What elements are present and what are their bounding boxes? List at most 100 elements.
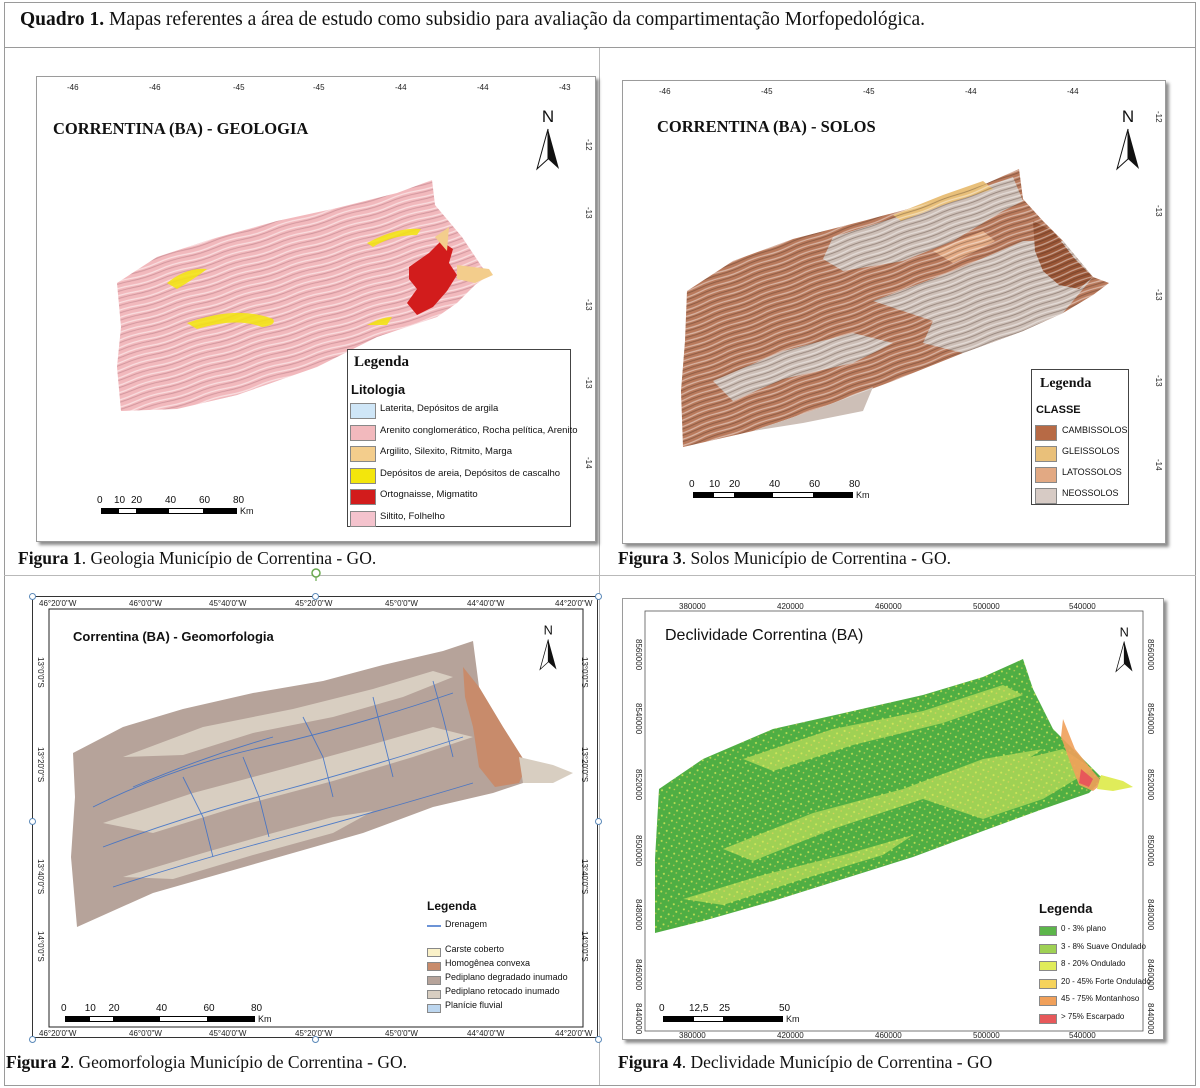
legend-label: Ortognaisse, Migmatito <box>380 489 478 500</box>
scale-bar: 0 12,5 25 50 Km <box>659 1003 823 1027</box>
legend-label: Homogênea convexa <box>445 958 531 968</box>
drainage-legend-item: Drenagem <box>427 919 577 933</box>
geomorfologia-map-graphic <box>48 608 584 1028</box>
coordinate-label: 13°40'0"S <box>580 859 589 895</box>
legend-swatch <box>1035 467 1057 483</box>
legend-label: Pediplano degradado inumado <box>445 972 568 982</box>
legend-item: Argilito, Silexito, Ritmito, Marga <box>348 443 570 465</box>
legend-item: Pediplano degradado inumado <box>419 972 579 987</box>
selection-handle[interactable] <box>29 593 36 600</box>
figure-3-caption: Figura 3. Solos Município de Correntina … <box>618 548 951 568</box>
coordinate-label: 13°20'0"S <box>580 747 589 783</box>
legend-title: Legenda <box>1040 376 1092 391</box>
legend-label: 8 - 20% Ondulado <box>1061 959 1126 968</box>
legend-label: Depósitos de areia, Depósitos de cascalh… <box>380 467 561 479</box>
selection-handle[interactable] <box>29 1036 36 1043</box>
north-arrow-icon <box>1116 128 1139 171</box>
scale-label: 25 <box>719 1003 731 1014</box>
coordinate-label: 13°0'0"S <box>36 657 45 688</box>
legend-label: 3 - 8% Suave Ondulado <box>1061 941 1146 951</box>
scale-label: 0 <box>61 1003 67 1014</box>
legend-item: NEOSSOLOS <box>1032 485 1128 506</box>
scale-segment <box>160 1017 207 1021</box>
legend: Legenda 0 - 3% plano 3 - 8% Suave Ondulad… <box>1033 899 1153 1029</box>
legend-label: Carste coberto <box>445 944 505 954</box>
legend-swatch <box>350 424 376 441</box>
legend-item: 8 - 20% Ondulado <box>1033 958 1153 976</box>
scale-label: 50 <box>779 1003 791 1014</box>
scale-segment <box>102 509 119 513</box>
scale-segment <box>733 493 773 497</box>
scale-label: 80 <box>233 495 245 506</box>
coordinate-label: -45 <box>761 87 773 96</box>
legend-label: LATOSSOLOS <box>1062 467 1122 477</box>
map-title: CORRENTINA (BA) - GEOLOGIA <box>53 119 309 138</box>
scale-unit: Km <box>240 506 254 516</box>
coordinate-label: -13 <box>584 299 593 311</box>
coordinate-label: -44 <box>477 83 489 92</box>
coordinate-label: 13°0'0"S <box>580 657 589 688</box>
legend-swatch <box>350 467 376 484</box>
coordinate-label: 540000 <box>1069 602 1096 611</box>
legend: Legenda CLASSE CAMBISSOLOS GLEISSOLOS LATO… <box>1031 369 1129 505</box>
coordinate-label: -13 <box>1154 375 1163 387</box>
legend-swatch <box>1035 425 1057 441</box>
selection-handle[interactable] <box>29 818 36 825</box>
legend-swatch <box>350 510 376 527</box>
scale-unit: Km <box>856 490 870 500</box>
scale-segments <box>101 508 237 514</box>
scale-segment <box>723 1017 782 1021</box>
legend-item: 45 - 75% Montanhoso <box>1033 993 1153 1011</box>
legend-title: Legenda <box>354 354 410 370</box>
legend-label: Siltito, Folhelho <box>380 510 445 522</box>
legend-item: CAMBISSOLOS <box>1032 422 1128 443</box>
north-arrow-icon <box>1115 641 1133 673</box>
legend-item: Laterita, Depósitos de argila <box>348 400 570 422</box>
north-label: N <box>1121 107 1135 126</box>
coordinate-label: 540000 <box>1069 1031 1096 1040</box>
scale-label: 20 <box>131 495 143 506</box>
coordinate-label: 8560000 <box>634 639 643 671</box>
coordinate-label: -44 <box>395 83 407 92</box>
coordinate-label: 14°0'0"S <box>36 931 45 962</box>
coordinate-label: -45 <box>233 83 245 92</box>
north-arrow: N <box>537 623 560 671</box>
legend-title: Legenda <box>427 899 477 913</box>
scale-segment <box>694 493 714 497</box>
scale-segments <box>65 1016 255 1022</box>
legend: Legenda Litologia Laterita, Depósitos de… <box>347 349 578 527</box>
north-arrow-icon <box>539 639 557 671</box>
scale-label: 60 <box>203 1003 215 1014</box>
coordinate-label: 45°0'0"W <box>385 1029 418 1038</box>
selection-handle[interactable] <box>312 593 319 600</box>
legend-swatch <box>1039 926 1057 936</box>
coordinate-label: 45°20'0"W <box>295 599 333 608</box>
scale-label: 40 <box>165 495 177 506</box>
scale-segment <box>812 493 852 497</box>
legend-swatch <box>1039 1013 1057 1024</box>
legend-swatch <box>1039 978 1057 989</box>
coordinate-label: 45°40'0"W <box>209 599 247 608</box>
legend-item: 20 - 45% Forte Ondulado <box>1033 976 1153 994</box>
header-row: Quadro 1. Mapas referentes a área de est… <box>4 2 1196 48</box>
coordinate-label: -13 <box>1154 205 1163 217</box>
scale-segment <box>135 509 169 513</box>
map-geomorfologia: Correntina (BA) - Geomorfologia 46°20'0"… <box>32 596 598 1038</box>
selection-handle[interactable] <box>595 593 602 600</box>
legend-label: 20 - 45% Forte Ondulado <box>1061 976 1151 986</box>
rotate-handle-icon[interactable] <box>310 567 322 581</box>
coordinate-label: 8480000 <box>634 899 643 931</box>
coordinate-label: -44 <box>965 87 977 96</box>
legend-item: Arenito conglomerático, Rocha pelítica, … <box>348 422 578 444</box>
north-label: N <box>541 107 555 126</box>
figure-4-caption: Figura 4. Declividade Município de Corre… <box>618 1052 993 1072</box>
coordinate-label: 8540000 <box>634 703 643 735</box>
legend-item: Pediplano retocado inumado <box>419 986 579 1001</box>
selection-handle[interactable] <box>312 1036 319 1043</box>
selection-handle[interactable] <box>595 1036 602 1043</box>
legend-item: 3 - 8% Suave Ondulado <box>1033 941 1153 959</box>
coordinate-label: -13 <box>1154 289 1163 301</box>
legend-item: Carste coberto <box>419 944 579 959</box>
legend-item: GLEISSOLOS <box>1032 443 1128 464</box>
selection-handle[interactable] <box>595 818 602 825</box>
